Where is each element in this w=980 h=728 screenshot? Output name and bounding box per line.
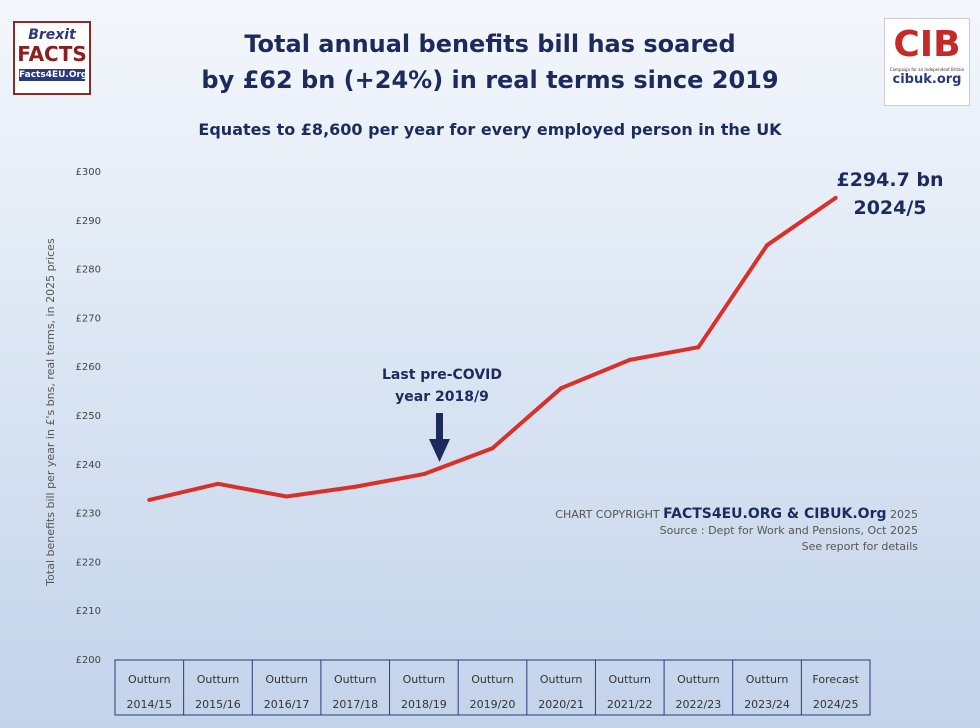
category-label-top: Outturn [609, 673, 652, 686]
y-tick-label: £240 [76, 460, 101, 471]
logo-tagline: Campaign for an Independent Britain [889, 67, 965, 72]
covid-annotation-line1: Last pre-COVID [382, 367, 502, 383]
y-tick-label: £270 [76, 313, 101, 324]
category-label-top: Outturn [471, 673, 514, 686]
data-point [559, 386, 564, 391]
category-label-top: Forecast [812, 673, 859, 686]
data-point [490, 446, 495, 451]
chart-credits: CHART COPYRIGHT FACTS4EU.ORG & CIBUK.Org… [555, 506, 918, 555]
subtitle: Equates to £8,600 per year for every emp… [198, 120, 782, 139]
page-title: Total annual benefits bill has soared by… [150, 26, 830, 98]
logo-text: Facts4EU.Org [19, 69, 88, 81]
category-label-bottom: 2016/17 [264, 698, 310, 711]
title-line: by £62 bn (+24%) in real terms since 201… [201, 66, 779, 94]
category-label-bottom: 2018/19 [401, 698, 447, 711]
report-note: See report for details [801, 540, 918, 553]
category-label-top: Outturn [746, 673, 789, 686]
covid-annotation-line2: year 2018/9 [395, 389, 489, 405]
copyright-year: 2025 [890, 508, 918, 521]
category-label-top: Outturn [128, 673, 171, 686]
data-point [215, 481, 220, 486]
category-label-top: Outturn [334, 673, 377, 686]
category-label-bottom: 2023/24 [744, 698, 790, 711]
category-table [114, 659, 871, 716]
y-tick-label: £300 [76, 167, 101, 178]
y-tick-label: £250 [76, 411, 101, 422]
y-tick-label: £290 [76, 216, 101, 227]
title-line: Total annual benefits bill has soared [244, 30, 736, 58]
category-label-bottom: 2014/15 [126, 698, 172, 711]
y-tick-label: £280 [76, 265, 101, 276]
category-label-bottom: 2017/18 [332, 698, 378, 711]
data-point [627, 357, 632, 362]
series-line [148, 196, 837, 502]
y-axis-label: Total benefits bill per year in £'s bns,… [44, 238, 57, 587]
category-label-top: Outturn [540, 673, 583, 686]
logo-text: FACTS [17, 42, 87, 66]
category-label-bottom: 2021/22 [607, 698, 653, 711]
y-tick-label: £260 [76, 362, 101, 373]
category-label-top: Outturn [265, 673, 308, 686]
brexit-facts-logo: Brexit FACTS Facts4EU.Org [13, 21, 91, 95]
logo-mark: CIB [893, 24, 961, 65]
data-point [696, 345, 701, 350]
copyright-prefix: CHART COPYRIGHT [555, 508, 660, 521]
category-label-bottom: 2020/21 [538, 698, 584, 711]
logo-url: cibuk.org [892, 72, 962, 87]
data-point [147, 497, 152, 502]
last-year-label: 2024/5 [853, 197, 926, 219]
category-label-bottom: 2015/16 [195, 698, 241, 711]
data-point [765, 243, 770, 248]
category-label-bottom: 2022/23 [676, 698, 722, 711]
category-label-top: Outturn [197, 673, 240, 686]
category-label-bottom: 2024/25 [813, 698, 859, 711]
y-tick-label: £230 [76, 509, 101, 520]
copyright-owner: FACTS4EU.ORG & CIBUK.Org [663, 506, 887, 522]
down-arrow-icon [429, 413, 450, 462]
data-point [353, 484, 358, 489]
data-point [833, 195, 838, 200]
data-point [284, 494, 289, 499]
last-value-label: £294.7 bn [836, 169, 943, 191]
data-point [421, 472, 426, 477]
category-label-top: Outturn [677, 673, 720, 686]
source-note: Source : Dept for Work and Pensions, Oct… [659, 524, 918, 537]
logo-text: Brexit [28, 27, 76, 43]
y-tick-label: £210 [76, 606, 101, 617]
y-tick-label: £200 [76, 655, 101, 666]
category-label-top: Outturn [403, 673, 446, 686]
cibuk-logo: CIB Campaign for an Independent Britain … [884, 18, 970, 106]
category-label-bottom: 2019/20 [470, 698, 516, 711]
y-tick-label: £220 [76, 557, 101, 568]
